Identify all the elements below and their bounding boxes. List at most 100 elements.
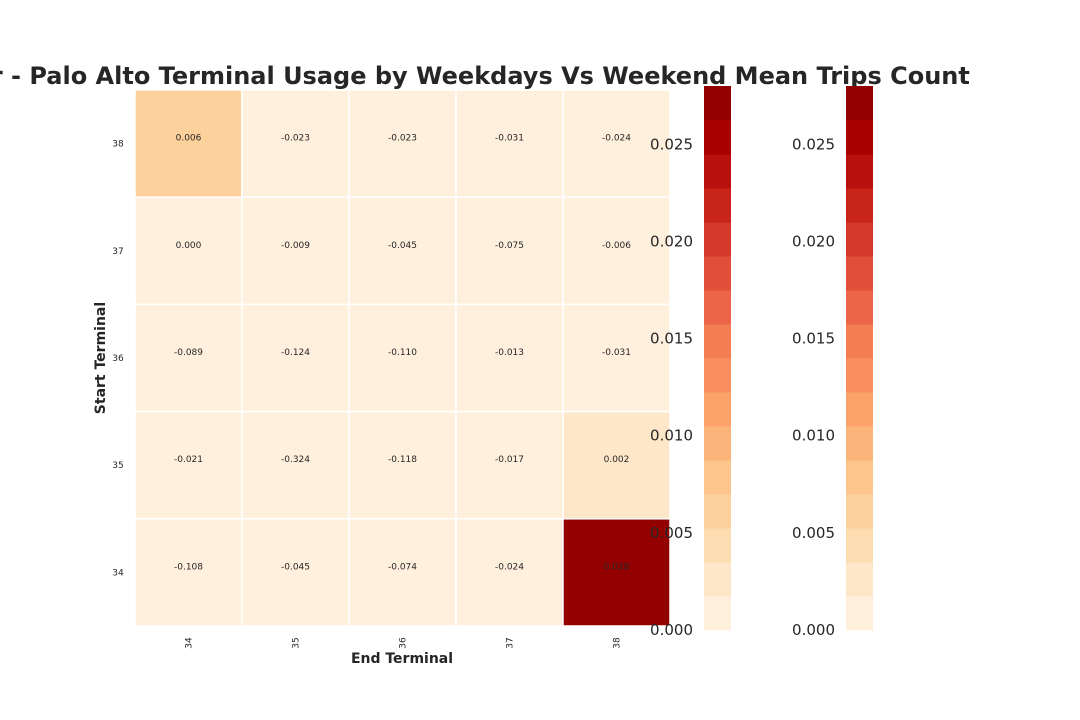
cell-value-label: -0.013 [495,348,524,358]
x-tick-labels: 34 35 36 37 38 [185,637,623,649]
heatmap-cell [562,196,671,306]
colorbar-segment [704,256,731,291]
colorbar-segment [846,426,873,461]
chart-title: Summer - Palo Alto Terminal Usage by Wee… [0,62,970,90]
cell-value-label: -0.110 [388,348,417,358]
colorbar-segment [846,460,873,495]
heatmap-cell [241,89,350,198]
cell-value-label: 0.028 [604,562,630,572]
y-tick-label: 37 [112,247,123,257]
cell-value-label: -0.075 [495,241,524,251]
cell-value-label: -0.024 [495,562,524,572]
heatmap-cell [455,89,564,198]
colorbar-tick-label: 0.000 [792,621,835,639]
cell-value-label: -0.089 [174,348,203,358]
colorbar-segment [846,528,873,563]
cell-value-label: -0.009 [281,241,310,251]
colorbar-segment [704,392,731,427]
colorbar-segment [704,290,731,325]
colorbar-tick-label: 0.025 [650,135,693,153]
colorbar-tick-label: 0.020 [650,232,693,250]
x-tick-label: 36 [399,637,409,649]
y-tick-label: 36 [112,354,124,364]
cell-value-label: -0.023 [388,134,417,144]
cell-value-label: -0.023 [281,134,310,144]
colorbar-tick-label: 0.015 [792,330,835,348]
colorbar-segment [846,392,873,427]
cell-value-label: -0.108 [174,562,203,572]
colorbar-segment [846,494,873,529]
heatmap-cell [241,196,350,306]
colorbar-tick-label: 0.010 [792,427,835,445]
cell-value-label: 0.000 [176,241,202,251]
heatmap-cell [562,89,671,198]
heatmap-cell [455,303,564,413]
colorbar-segment [846,188,873,223]
colorbar-tick-label: 0.005 [792,524,835,542]
colorbar-segment [704,324,731,359]
cell-value-label: -0.021 [174,455,203,465]
heatmap-cell [348,410,457,520]
x-axis-label: End Terminal [351,651,453,667]
colorbar-segment [846,154,873,189]
colorbar-segment [846,562,873,597]
heatmap-cell [241,518,350,627]
cell-value-label: -0.031 [602,348,631,358]
colorbar-segment [704,494,731,529]
colorbar-segment [846,120,873,155]
y-axis-label: Start Terminal [93,302,109,414]
colorbar-tick-label: 0.000 [650,621,693,639]
colorbar-tick-label: 0.025 [792,135,835,153]
colorbar-segment [846,86,873,121]
colorbar-segment [704,154,731,189]
cell-value-label: -0.124 [281,348,310,358]
heatmap-plot: 0.006 -0.023 -0.023 -0.031 -0.024 0.000 -0.009… [134,89,671,627]
colorbar-segment [704,596,731,631]
heatmap-cell [241,303,350,413]
colorbar-tick-label: 0.010 [650,427,693,445]
colorbar-segment [846,256,873,291]
heatmap-cell [134,410,243,520]
heatmap-cell [241,410,350,520]
colorbar-tick-label: 0.015 [650,330,693,348]
heatmap-cell [348,303,457,413]
y-tick-label: 35 [112,461,123,471]
colorbar-segment [704,358,731,393]
x-tick-label: 35 [292,637,302,648]
cell-value-label: 0.002 [604,455,630,465]
cell-value-label: -0.324 [281,455,310,465]
colorbar-segment [846,358,873,393]
colorbar-tick-label: 0.005 [650,524,693,542]
heatmap-cell [455,410,564,520]
heatmap-cell [134,89,243,198]
cell-value-label: -0.006 [602,241,631,251]
x-tick-label: 38 [613,637,623,649]
colorbar-segment [846,290,873,325]
cell-value-label: -0.074 [388,562,417,572]
colorbar-segment [846,324,873,359]
colorbar-segment [846,222,873,257]
heatmap-cell [134,196,243,306]
cell-value-label: -0.031 [495,134,524,144]
x-tick-label: 37 [506,637,516,648]
y-tick-label: 38 [112,140,124,150]
cell-value-label: -0.118 [388,455,417,465]
heatmap-cell [348,89,457,198]
cell-value-label: -0.045 [388,241,417,251]
heatmap-cell [134,303,243,413]
colorbar-2: 0.000 0.005 0.010 0.015 0.020 0.025 [792,86,873,639]
colorbar-tick-label: 0.020 [792,232,835,250]
cell-value-label: -0.017 [495,455,524,465]
heatmap-cell [562,410,671,520]
cell-value-label: -0.045 [281,562,310,572]
colorbar-segment [704,528,731,563]
cell-value-label: -0.024 [602,134,631,144]
colorbar-1: 0.000 0.005 0.010 0.015 0.020 0.025 [650,86,731,639]
y-tick-labels: 38 37 36 35 34 [112,140,124,579]
colorbar-segment [704,86,731,121]
colorbar-segment [704,562,731,597]
cell-value-label: 0.006 [176,134,202,144]
colorbar-segment [704,188,731,223]
colorbar-segment [846,596,873,631]
